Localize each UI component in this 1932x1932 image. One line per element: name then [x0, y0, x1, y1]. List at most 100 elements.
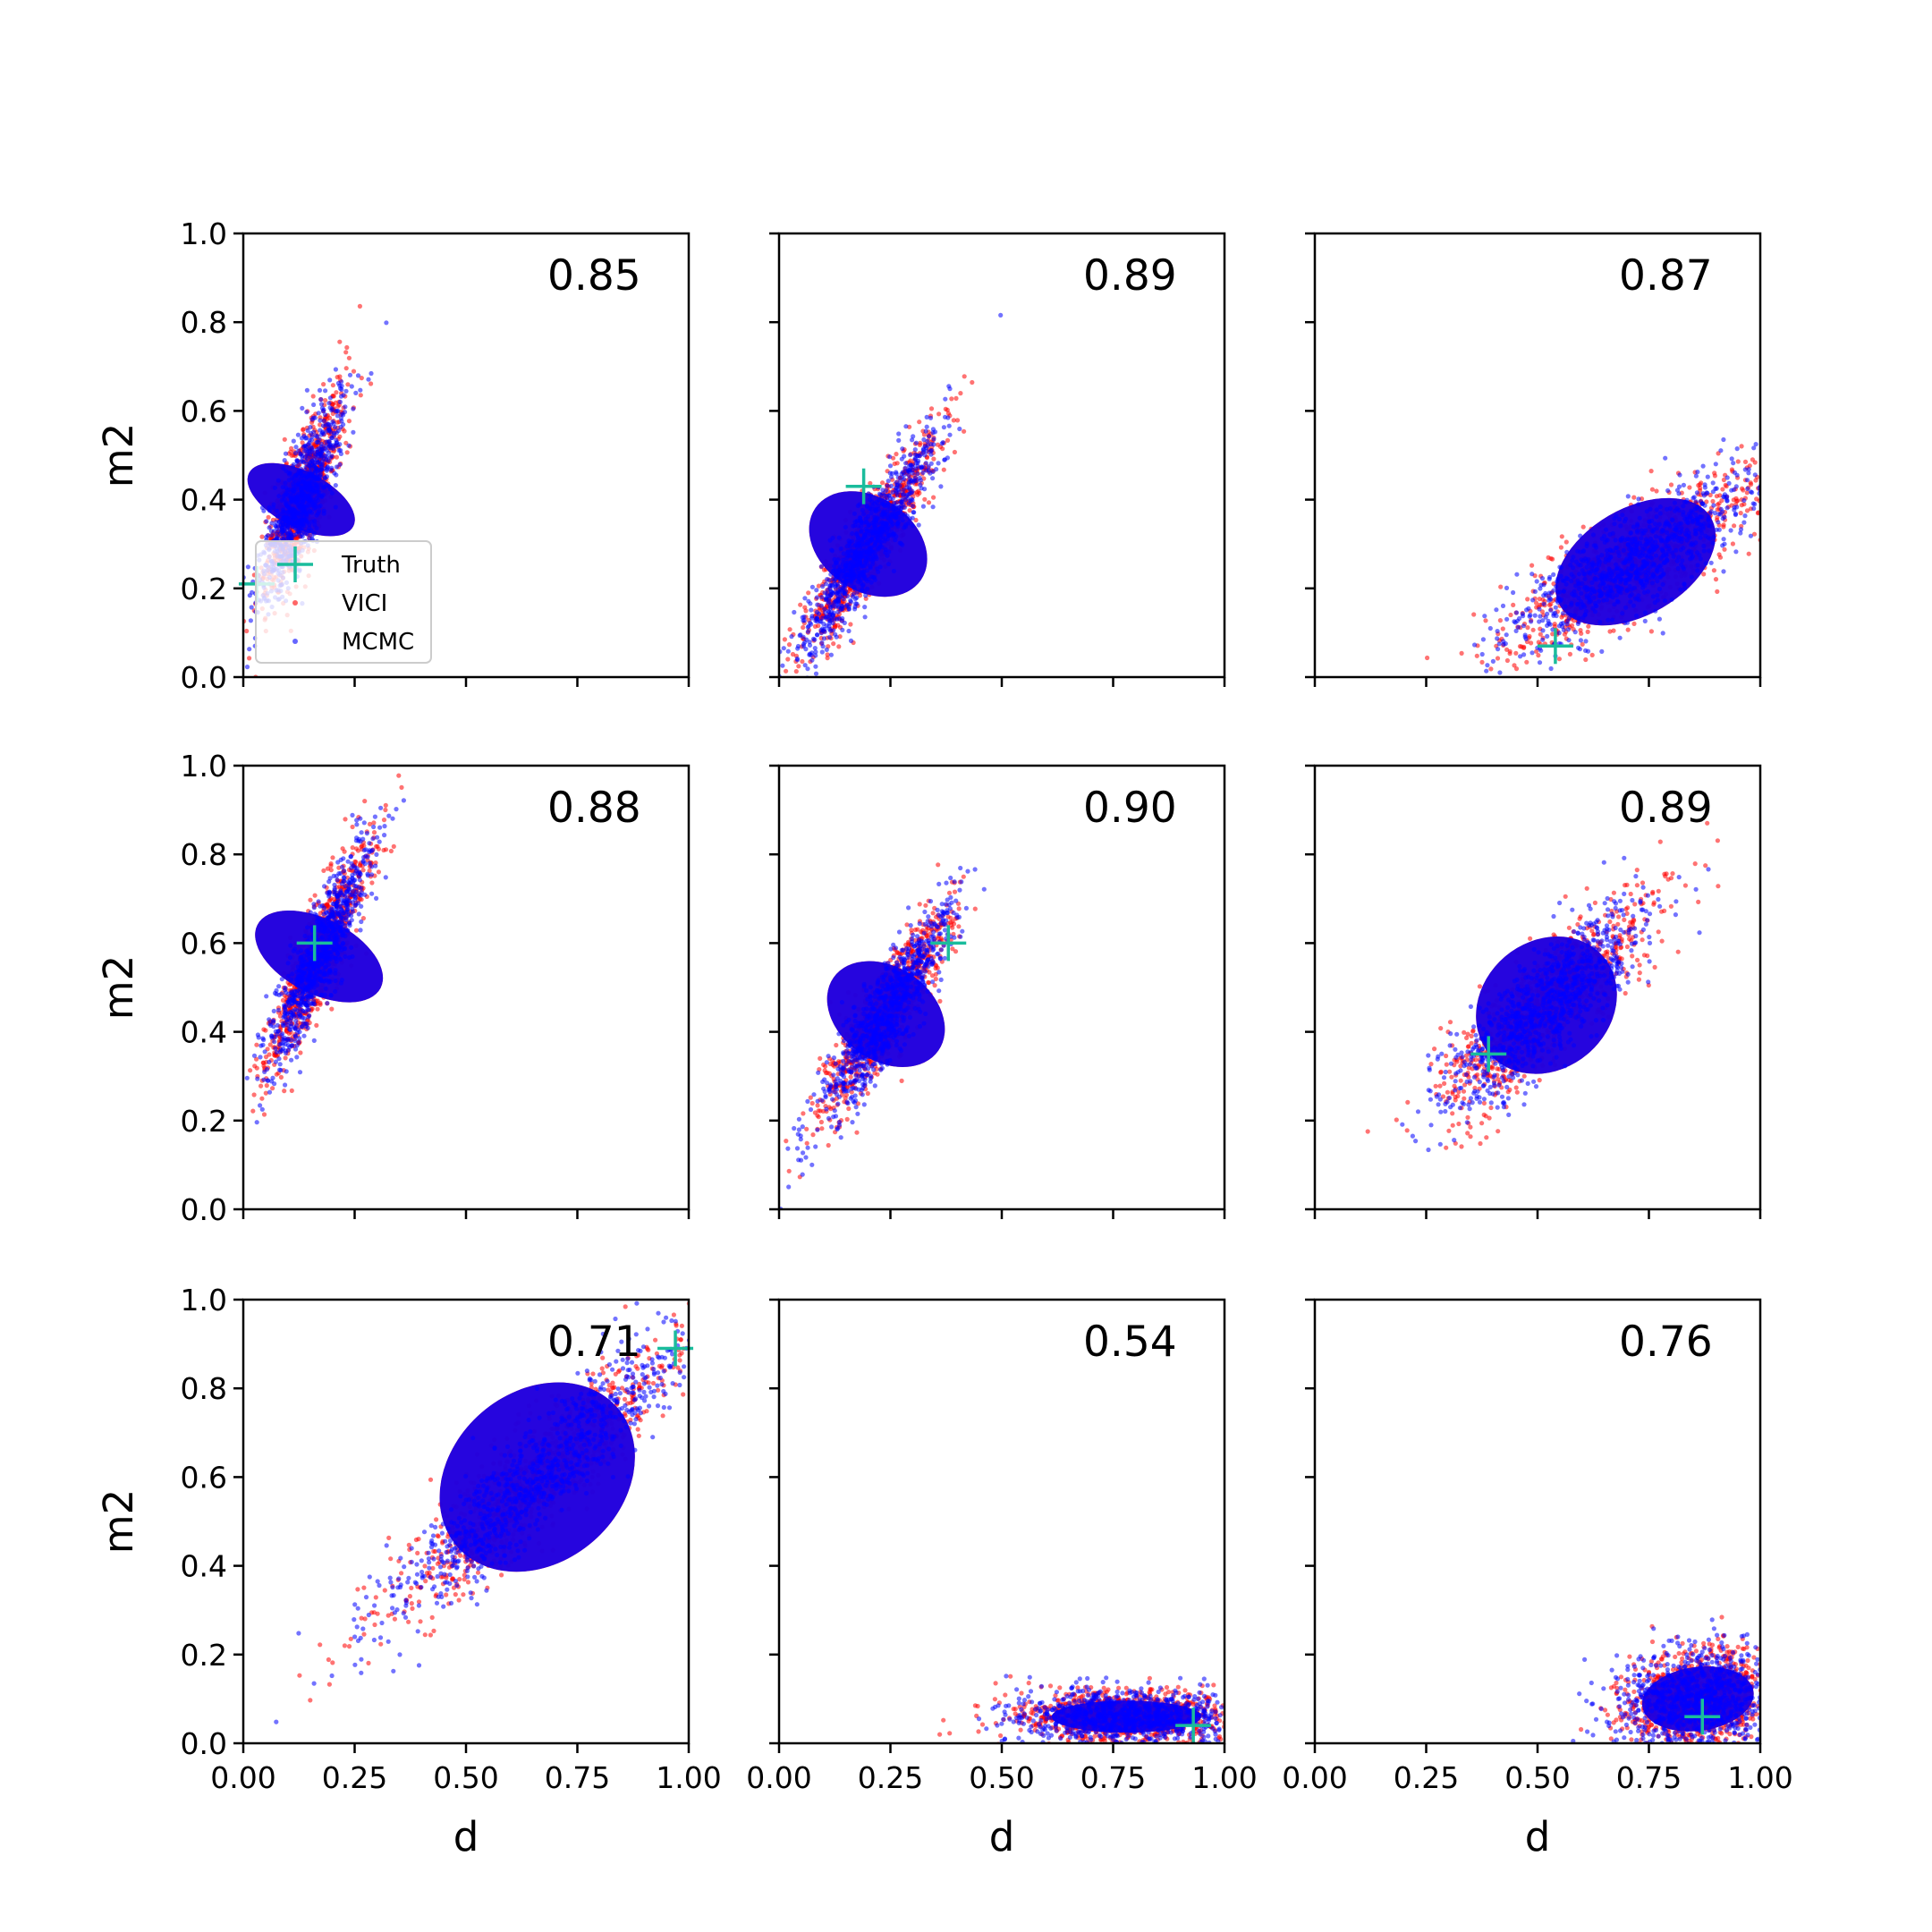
vici-point: [1559, 534, 1564, 539]
mcmc-point: [329, 453, 335, 459]
mcmc-point: [334, 430, 339, 436]
vici-point: [936, 411, 942, 417]
mcmc-point: [298, 534, 303, 539]
vici-point: [1500, 626, 1505, 631]
vici-point: [1563, 539, 1569, 545]
vici-point: [1540, 597, 1546, 602]
mcmc-point: [903, 461, 909, 466]
vici-point: [931, 495, 936, 500]
mcmc-point: [248, 618, 253, 623]
vici-point: [1746, 551, 1751, 556]
mcmc-point: [825, 577, 830, 582]
legend-label: Truth: [341, 552, 401, 579]
mcmc-point: [308, 425, 313, 430]
vici-point: [1559, 614, 1564, 620]
vici-point: [1425, 655, 1430, 661]
vici-point: [244, 628, 250, 634]
mcmc-point: [1731, 461, 1736, 466]
mcmc-point: [1742, 513, 1748, 519]
mcmc-point: [317, 454, 322, 460]
mcmc-point: [840, 585, 845, 591]
mcmc-point: [921, 436, 927, 443]
vici-point: [344, 450, 350, 455]
vici-point: [1569, 623, 1575, 629]
mcmc-point: [338, 416, 343, 421]
mcmc-point: [307, 440, 312, 446]
mcmc-point: [899, 471, 904, 477]
mcmc-point: [1738, 530, 1743, 536]
mcmc-point: [308, 452, 313, 457]
mcmc-point: [924, 445, 929, 451]
mcmc-point: [1513, 610, 1520, 615]
y-tick-label: 0.8: [181, 305, 227, 340]
mcmc-point: [293, 445, 299, 450]
mcmc-point: [808, 601, 813, 606]
mcmc-point: [848, 597, 853, 604]
vici-point: [1716, 552, 1722, 557]
mcmc-point: [896, 431, 902, 436]
vici-point: [784, 668, 789, 674]
vici-point: [1579, 631, 1584, 636]
mcmc-point: [894, 470, 899, 475]
mcmc-point: [946, 423, 952, 428]
vici-point: [1719, 498, 1724, 504]
mcmc-point: [285, 535, 291, 540]
mcmc-point: [941, 425, 946, 430]
mcmc-point: [819, 640, 825, 646]
mcmc-point: [805, 666, 810, 672]
mcmc-point: [304, 410, 309, 415]
vici-point: [949, 396, 954, 402]
overlap-value: 0.89: [1083, 251, 1177, 301]
vici-point: [343, 350, 349, 355]
vici-point: [1721, 524, 1726, 530]
mcmc-point: [1521, 623, 1526, 629]
mcmc-point: [1710, 489, 1716, 495]
mcmc-point: [358, 387, 363, 393]
vici-point: [1739, 444, 1744, 449]
mcmc-point: [318, 418, 323, 423]
mcmc-point: [915, 470, 920, 477]
mcmc-point: [842, 591, 847, 597]
mcmc-point: [334, 440, 340, 445]
mcmc-point: [313, 465, 318, 470]
vici-point: [1533, 600, 1539, 606]
mcmc-point: [311, 402, 317, 408]
mcmc-point: [890, 496, 895, 502]
mcmc-point: [1556, 631, 1562, 636]
vici-point: [1750, 457, 1755, 462]
mcmc-point: [268, 529, 274, 534]
vici-point: [330, 383, 335, 388]
mcmc-point: [269, 532, 275, 538]
mcmc-point: [327, 405, 333, 411]
vici-point: [1648, 629, 1654, 634]
mcmc-point: [294, 459, 300, 464]
vici-point: [318, 422, 323, 428]
mcmc-point: [880, 487, 886, 493]
vici-point: [334, 454, 339, 460]
vici-point: [1513, 666, 1520, 672]
mcmc-point: [854, 595, 860, 600]
mcmc-point: [384, 320, 389, 326]
mcmc-point: [329, 435, 335, 441]
mcmc-point: [809, 607, 814, 613]
vici-point: [345, 382, 351, 387]
y-tick-label: 1.0: [181, 216, 227, 251]
mcmc-point: [1490, 658, 1496, 665]
mcmc-point: [890, 470, 895, 476]
mcmc-point: [303, 435, 309, 441]
mcmc-point: [818, 564, 825, 569]
mcmc-point: [247, 647, 252, 652]
mcmc-point: [914, 478, 919, 484]
vici-point: [358, 393, 363, 398]
mcmc-point: [307, 463, 312, 469]
mcmc-point: [814, 595, 820, 600]
mcmc-point: [1750, 490, 1755, 496]
mcmc-point: [924, 414, 929, 419]
mcmc-point: [1504, 632, 1509, 638]
mcmc-point: [309, 430, 314, 436]
mcmc-point: [799, 678, 803, 682]
vici-point: [951, 418, 956, 423]
mcmc-point: [809, 615, 815, 621]
vici-point: [816, 583, 822, 589]
vici-point: [891, 455, 896, 461]
